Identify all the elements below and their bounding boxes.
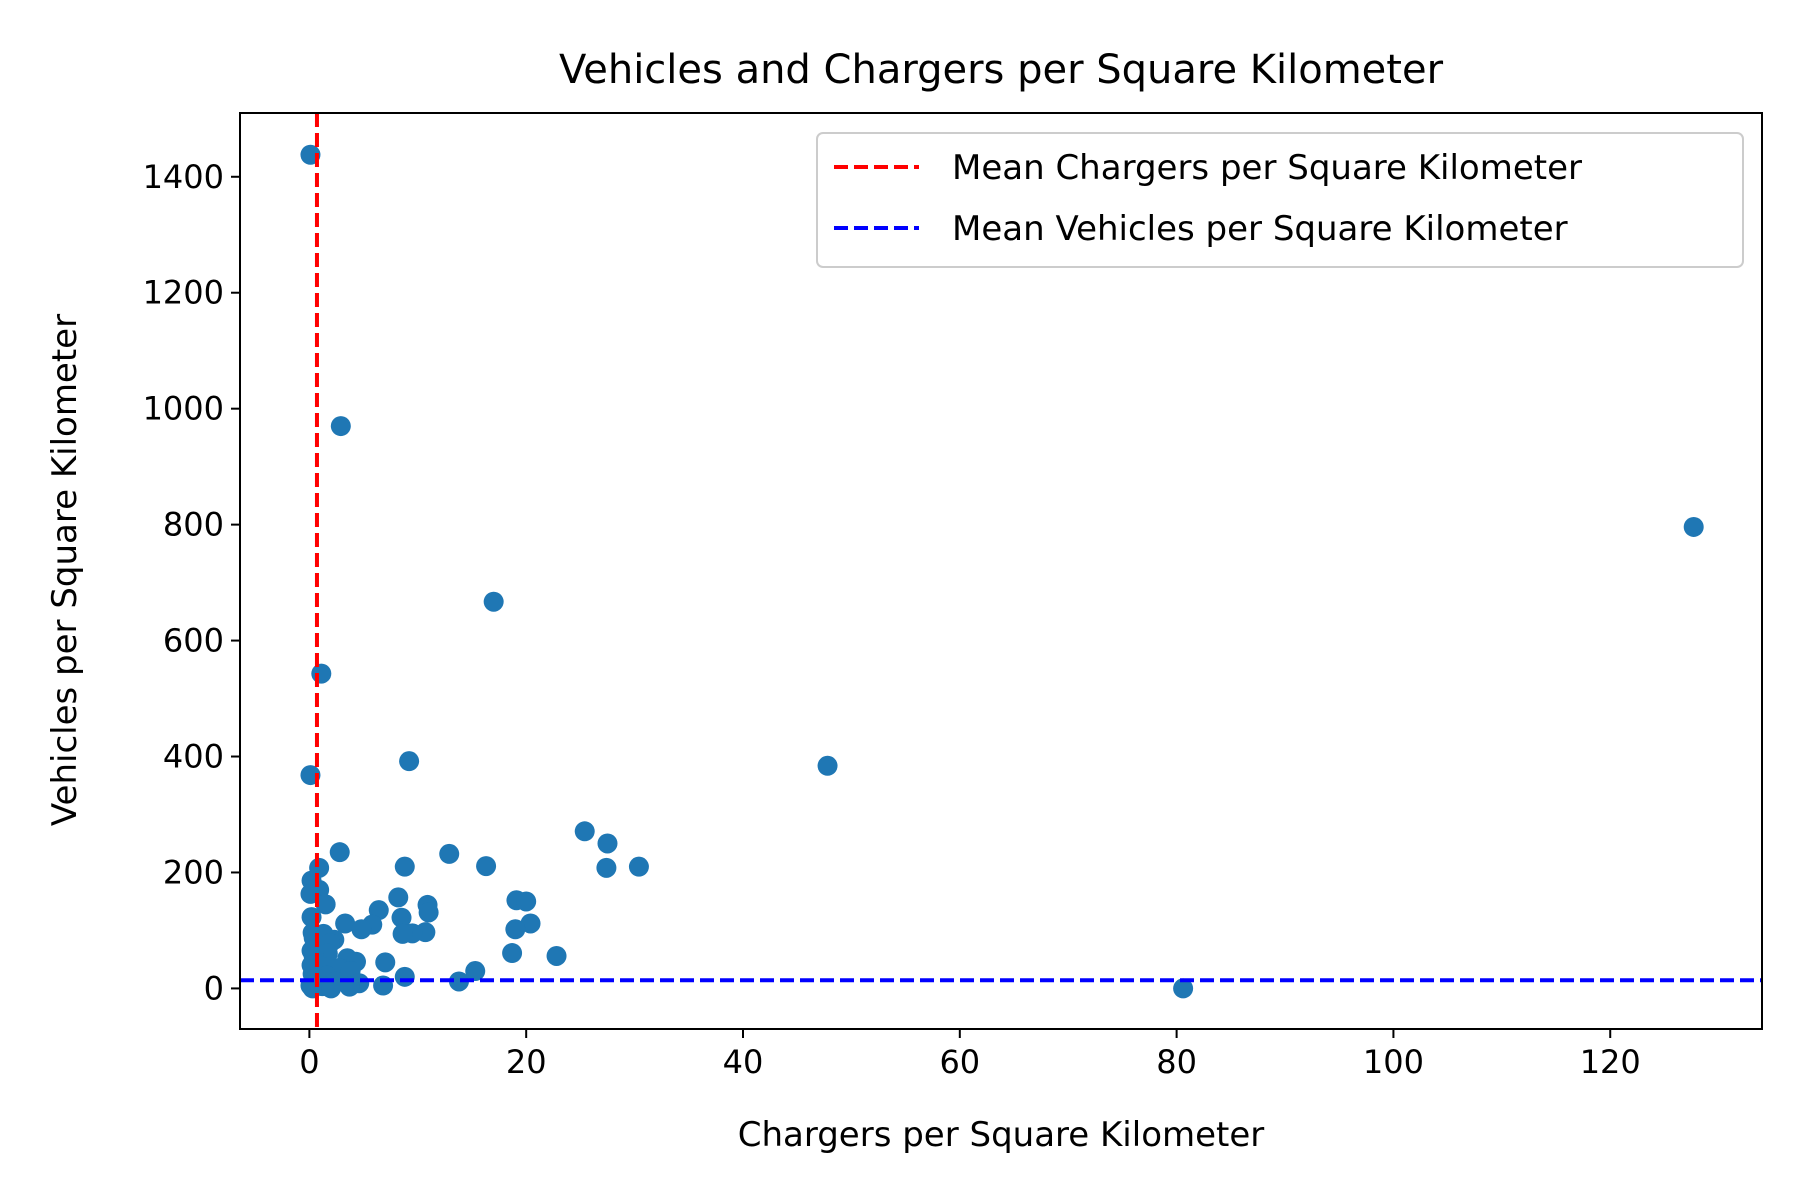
y-tick-label: 1200: [143, 274, 224, 312]
x-axis-label: Chargers per Square Kilometer: [738, 1115, 1265, 1155]
y-axis-label: Vehicles per Square Kilometer: [45, 314, 85, 826]
data-point: [505, 919, 526, 940]
y-tick-label: 800: [163, 506, 224, 544]
data-point: [546, 945, 567, 966]
y-tick-label: 200: [163, 853, 224, 891]
data-point: [351, 919, 372, 940]
x-tick-label: 20: [506, 1043, 547, 1081]
data-point: [311, 663, 332, 684]
y-tick-label: 1000: [143, 390, 224, 428]
data-point: [516, 891, 537, 912]
y-tick-label: 0: [204, 969, 224, 1007]
data-point: [418, 902, 439, 923]
data-point: [335, 913, 356, 934]
data-point: [483, 591, 504, 612]
y-tick-label: 400: [163, 738, 224, 776]
x-tick-label: 0: [299, 1043, 319, 1081]
data-point: [628, 856, 649, 877]
data-point: [817, 755, 838, 776]
x-tick-label: 80: [1156, 1043, 1197, 1081]
y-tick-label: 600: [163, 622, 224, 660]
data-point: [1683, 516, 1704, 537]
legend-box: [816, 132, 1744, 268]
data-point: [520, 913, 541, 934]
data-point: [388, 887, 409, 908]
data-point: [399, 751, 420, 772]
data-point: [375, 952, 396, 973]
legend-label: Mean Chargers per Square Kilometer: [952, 148, 1582, 188]
data-point: [315, 894, 336, 915]
plot-frame: [239, 112, 1763, 1030]
data-point: [394, 856, 415, 877]
data-point: [394, 966, 415, 987]
y-tick-label: 1400: [143, 158, 224, 196]
data-point: [329, 842, 350, 863]
data-point: [476, 856, 497, 877]
data-point: [391, 907, 412, 928]
legend: Mean Chargers per Square Kilometer Mean V…: [816, 132, 1744, 268]
x-tick-label: 120: [1580, 1043, 1641, 1081]
data-point: [465, 961, 486, 982]
data-point: [1173, 978, 1194, 999]
data-point: [574, 821, 595, 842]
plot-marks: [240, 113, 1762, 1029]
data-point: [439, 843, 460, 864]
data-point: [321, 978, 342, 999]
x-tick-label: 100: [1363, 1043, 1424, 1081]
legend-label: Mean Vehicles per Square Kilometer: [952, 209, 1568, 249]
chart-title: Vehicles and Chargers per Square Kilomet…: [559, 47, 1444, 93]
x-tick-label: 40: [723, 1043, 764, 1081]
data-point: [392, 923, 413, 944]
data-point: [502, 943, 523, 964]
data-point: [330, 416, 351, 437]
x-tick-label: 60: [939, 1043, 980, 1081]
data-point: [596, 857, 617, 878]
data-point: [448, 971, 469, 992]
data-point: [597, 833, 618, 854]
